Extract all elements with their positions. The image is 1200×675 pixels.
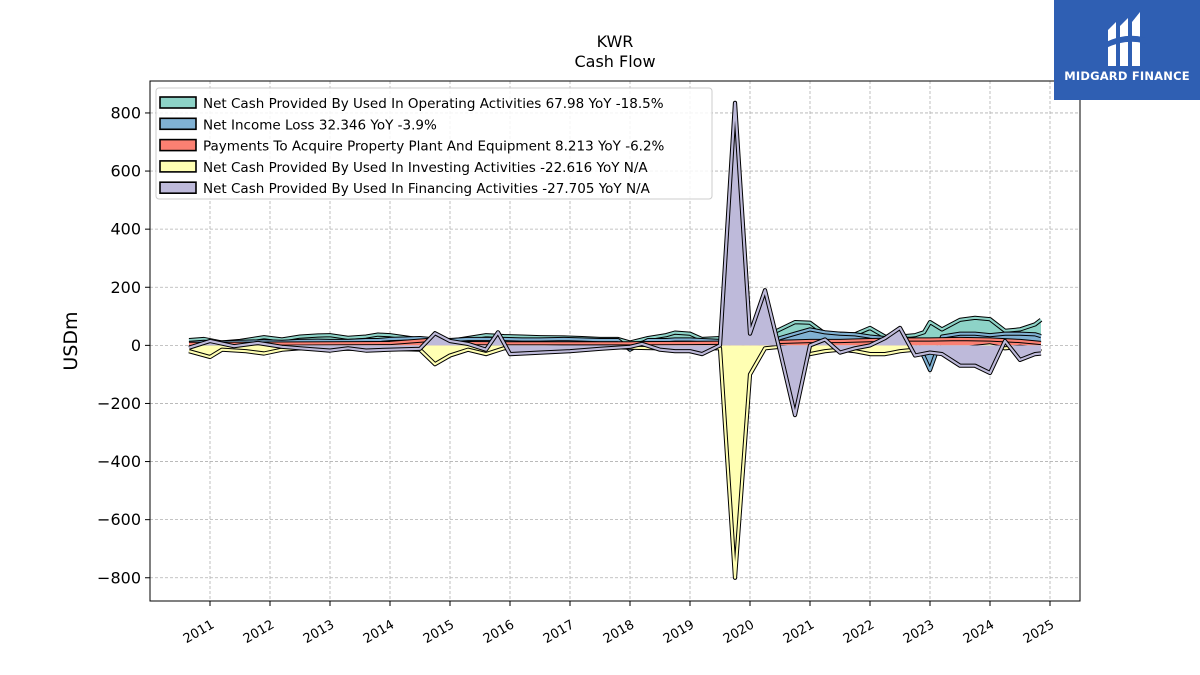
y-tick-label: 400 [110,220,141,239]
legend-entry: Payments To Acquire Property Plant And E… [203,139,665,155]
x-tick-label: 2016 [481,617,517,647]
legend-entry: Net Cash Provided By Used In Operating A… [203,96,664,112]
x-tick-label: 2023 [901,617,937,647]
legend-swatch [159,96,197,109]
y-tick-label: 200 [110,278,141,297]
x-tick-label: 2024 [961,617,997,647]
logo-text: MIDGARD FINANCE [1064,69,1190,83]
y-tick-label: 800 [110,103,141,122]
x-tick-label: 2015 [421,617,457,647]
y-tick-label: −400 [97,452,141,471]
x-tick-label: 2021 [781,617,817,647]
legend-entry: Net Cash Provided By Used In Investing A… [203,160,648,176]
x-tick-label: 2017 [541,617,577,647]
legend-swatch [159,160,197,173]
series-line [188,328,1042,372]
y-tick-label: −200 [97,394,141,413]
x-tick-label: 2012 [241,617,277,647]
legend-swatch [159,138,197,152]
legend-box [155,87,713,200]
plot-frame [149,80,1081,602]
x-tick-label: 2014 [361,617,397,647]
x-tick-label: 2011 [181,617,217,647]
logo-mark-icon [1106,12,1146,66]
x-tick-label: 2020 [721,617,757,647]
y-tick-label: 0 [131,336,141,355]
y-tick-label: −800 [97,568,141,587]
legend-swatch [159,181,197,194]
chart-subtitle: Cash Flow [574,52,655,71]
x-tick-label: 2018 [601,617,637,647]
x-tick-label: 2025 [1021,617,1057,647]
y-tick-label: −600 [97,510,141,529]
chart-title: KWR [597,32,634,51]
legend-entry: Net Income Loss 32.346 YoY -3.9% [203,117,437,133]
y-tick-label: 600 [110,162,141,181]
legend-entry: Net Cash Provided By Used In Financing A… [203,181,651,197]
x-tick-label: 2019 [661,617,697,647]
series-line [188,101,1042,417]
midgard-finance-logo: MIDGARD FINANCE [1054,0,1200,100]
legend-swatch [159,117,197,131]
y-axis-label: USDm [60,311,82,370]
x-tick-label: 2013 [301,617,337,647]
series-line [188,316,1042,344]
x-tick-label: 2022 [841,617,877,647]
